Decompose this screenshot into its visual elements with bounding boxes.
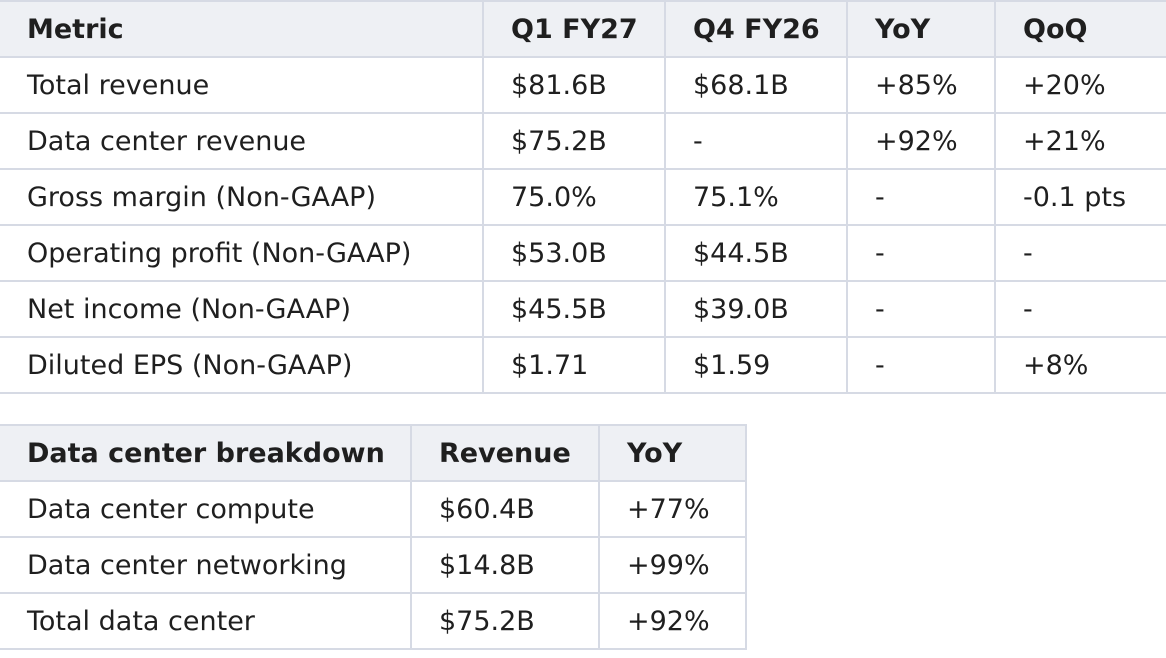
- segment-cell: Total data center: [0, 592, 412, 650]
- table-row: Data center networking $14.8B +99%: [0, 536, 747, 594]
- q4-fy26-cell: -: [664, 112, 848, 170]
- q1-fy27-cell: 75.0%: [482, 168, 666, 226]
- financial-metrics-table: Metric Q1 FY27 Q4 FY26 YoY QoQ Total rev…: [0, 0, 1166, 394]
- column-header-qoq: QoQ: [994, 0, 1166, 58]
- column-header-yoy: YoY: [598, 424, 747, 482]
- metric-cell: Total revenue: [0, 56, 484, 114]
- revenue-cell: $60.4B: [410, 480, 600, 538]
- yoy-cell: +77%: [598, 480, 747, 538]
- q1-fy27-cell: $45.5B: [482, 280, 666, 338]
- column-header-q4-fy26: Q4 FY26: [664, 0, 848, 58]
- q4-fy26-cell: $44.5B: [664, 224, 848, 282]
- q1-fy27-cell: $81.6B: [482, 56, 666, 114]
- qoq-cell: -: [994, 224, 1166, 282]
- q4-fy26-cell: $1.59: [664, 336, 848, 394]
- column-header-yoy: YoY: [846, 0, 996, 58]
- yoy-cell: +85%: [846, 56, 996, 114]
- q1-fy27-cell: $75.2B: [482, 112, 666, 170]
- yoy-cell: +92%: [598, 592, 747, 650]
- table-row: Total data center $75.2B +92%: [0, 592, 747, 650]
- yoy-cell: +92%: [846, 112, 996, 170]
- revenue-cell: $14.8B: [410, 536, 600, 594]
- column-header-breakdown: Data center breakdown: [0, 424, 412, 482]
- metric-cell: Operating profit (Non-GAAP): [0, 224, 484, 282]
- revenue-cell: $75.2B: [410, 592, 600, 650]
- q1-fy27-cell: $53.0B: [482, 224, 666, 282]
- table-row: Data center compute $60.4B +77%: [0, 480, 747, 538]
- table-row: Gross margin (Non-GAAP) 75.0% 75.1% - -0…: [0, 168, 1166, 226]
- table-header-row: Metric Q1 FY27 Q4 FY26 YoY QoQ: [0, 0, 1166, 58]
- yoy-cell: -: [846, 224, 996, 282]
- table-row: Data center revenue $75.2B - +92% +21%: [0, 112, 1166, 170]
- data-center-breakdown-table: Data center breakdown Revenue YoY Data c…: [0, 424, 747, 650]
- qoq-cell: +8%: [994, 336, 1166, 394]
- column-header-metric: Metric: [0, 0, 484, 58]
- column-header-q1-fy27: Q1 FY27: [482, 0, 666, 58]
- qoq-cell: +21%: [994, 112, 1166, 170]
- table-row: Operating profit (Non-GAAP) $53.0B $44.5…: [0, 224, 1166, 282]
- column-header-revenue: Revenue: [410, 424, 600, 482]
- yoy-cell: -: [846, 168, 996, 226]
- q4-fy26-cell: 75.1%: [664, 168, 848, 226]
- table-row: Diluted EPS (Non-GAAP) $1.71 $1.59 - +8%: [0, 336, 1166, 394]
- yoy-cell: +99%: [598, 536, 747, 594]
- metric-cell: Diluted EPS (Non-GAAP): [0, 336, 484, 394]
- q1-fy27-cell: $1.71: [482, 336, 666, 394]
- qoq-cell: +20%: [994, 56, 1166, 114]
- table-header-row: Data center breakdown Revenue YoY: [0, 424, 747, 482]
- metric-cell: Gross margin (Non-GAAP): [0, 168, 484, 226]
- segment-cell: Data center networking: [0, 536, 412, 594]
- qoq-cell: -0.1 pts: [994, 168, 1166, 226]
- qoq-cell: -: [994, 280, 1166, 338]
- table-row: Net income (Non-GAAP) $45.5B $39.0B - -: [0, 280, 1166, 338]
- q4-fy26-cell: $68.1B: [664, 56, 848, 114]
- table-row: Total revenue $81.6B $68.1B +85% +20%: [0, 56, 1166, 114]
- metric-cell: Net income (Non-GAAP): [0, 280, 484, 338]
- yoy-cell: -: [846, 280, 996, 338]
- segment-cell: Data center compute: [0, 480, 412, 538]
- yoy-cell: -: [846, 336, 996, 394]
- q4-fy26-cell: $39.0B: [664, 280, 848, 338]
- metric-cell: Data center revenue: [0, 112, 484, 170]
